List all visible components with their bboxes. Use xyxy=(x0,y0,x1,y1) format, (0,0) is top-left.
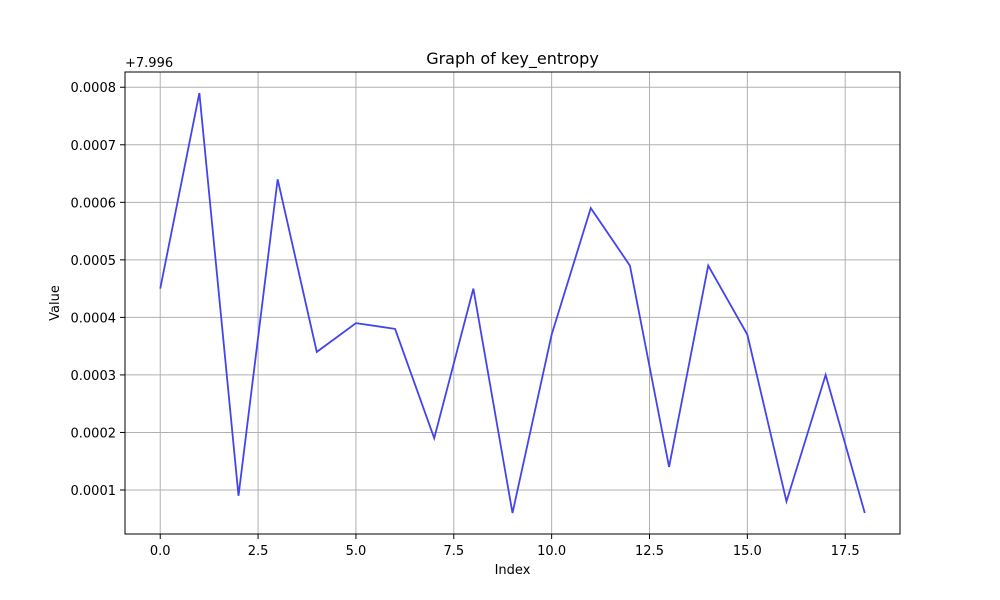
series-line xyxy=(159,92,866,514)
y-tick-label: 0.0003 xyxy=(71,369,117,384)
y-axis-offset-label: +7.996 xyxy=(125,56,173,71)
y-tick-label: 0.0008 xyxy=(71,81,117,96)
x-axis-title: Index xyxy=(495,563,531,578)
y-tick-label: 0.0004 xyxy=(71,311,117,326)
y-tick-label: 0.0006 xyxy=(71,196,117,211)
chart-title: Graph of key_entropy xyxy=(426,49,599,69)
series-layer xyxy=(159,92,866,514)
x-tick-label: 10.0 xyxy=(537,544,566,559)
plot-area-frame xyxy=(124,71,901,535)
y-tick-label: 0.0005 xyxy=(71,254,117,269)
x-tick-label: 2.5 xyxy=(248,544,269,559)
tick-layer: 0.0 2.5 5.0 7.5 10.0 12.5 15.0 17.5 0.0001 0.0002… xyxy=(71,81,860,559)
x-tick-label: 12.5 xyxy=(635,544,664,559)
x-tick-label: 15.0 xyxy=(733,544,762,559)
x-tick-label: 7.5 xyxy=(443,544,464,559)
y-tick-label: 0.0002 xyxy=(71,426,117,441)
x-tick-label: 0.0 xyxy=(150,544,171,559)
x-tick-label: 5.0 xyxy=(346,544,367,559)
y-tick-label: 0.0007 xyxy=(71,139,117,154)
y-tick-label: 0.0001 xyxy=(71,484,117,499)
x-tick-label: 17.5 xyxy=(831,544,860,559)
y-axis-title: Value xyxy=(48,285,63,321)
